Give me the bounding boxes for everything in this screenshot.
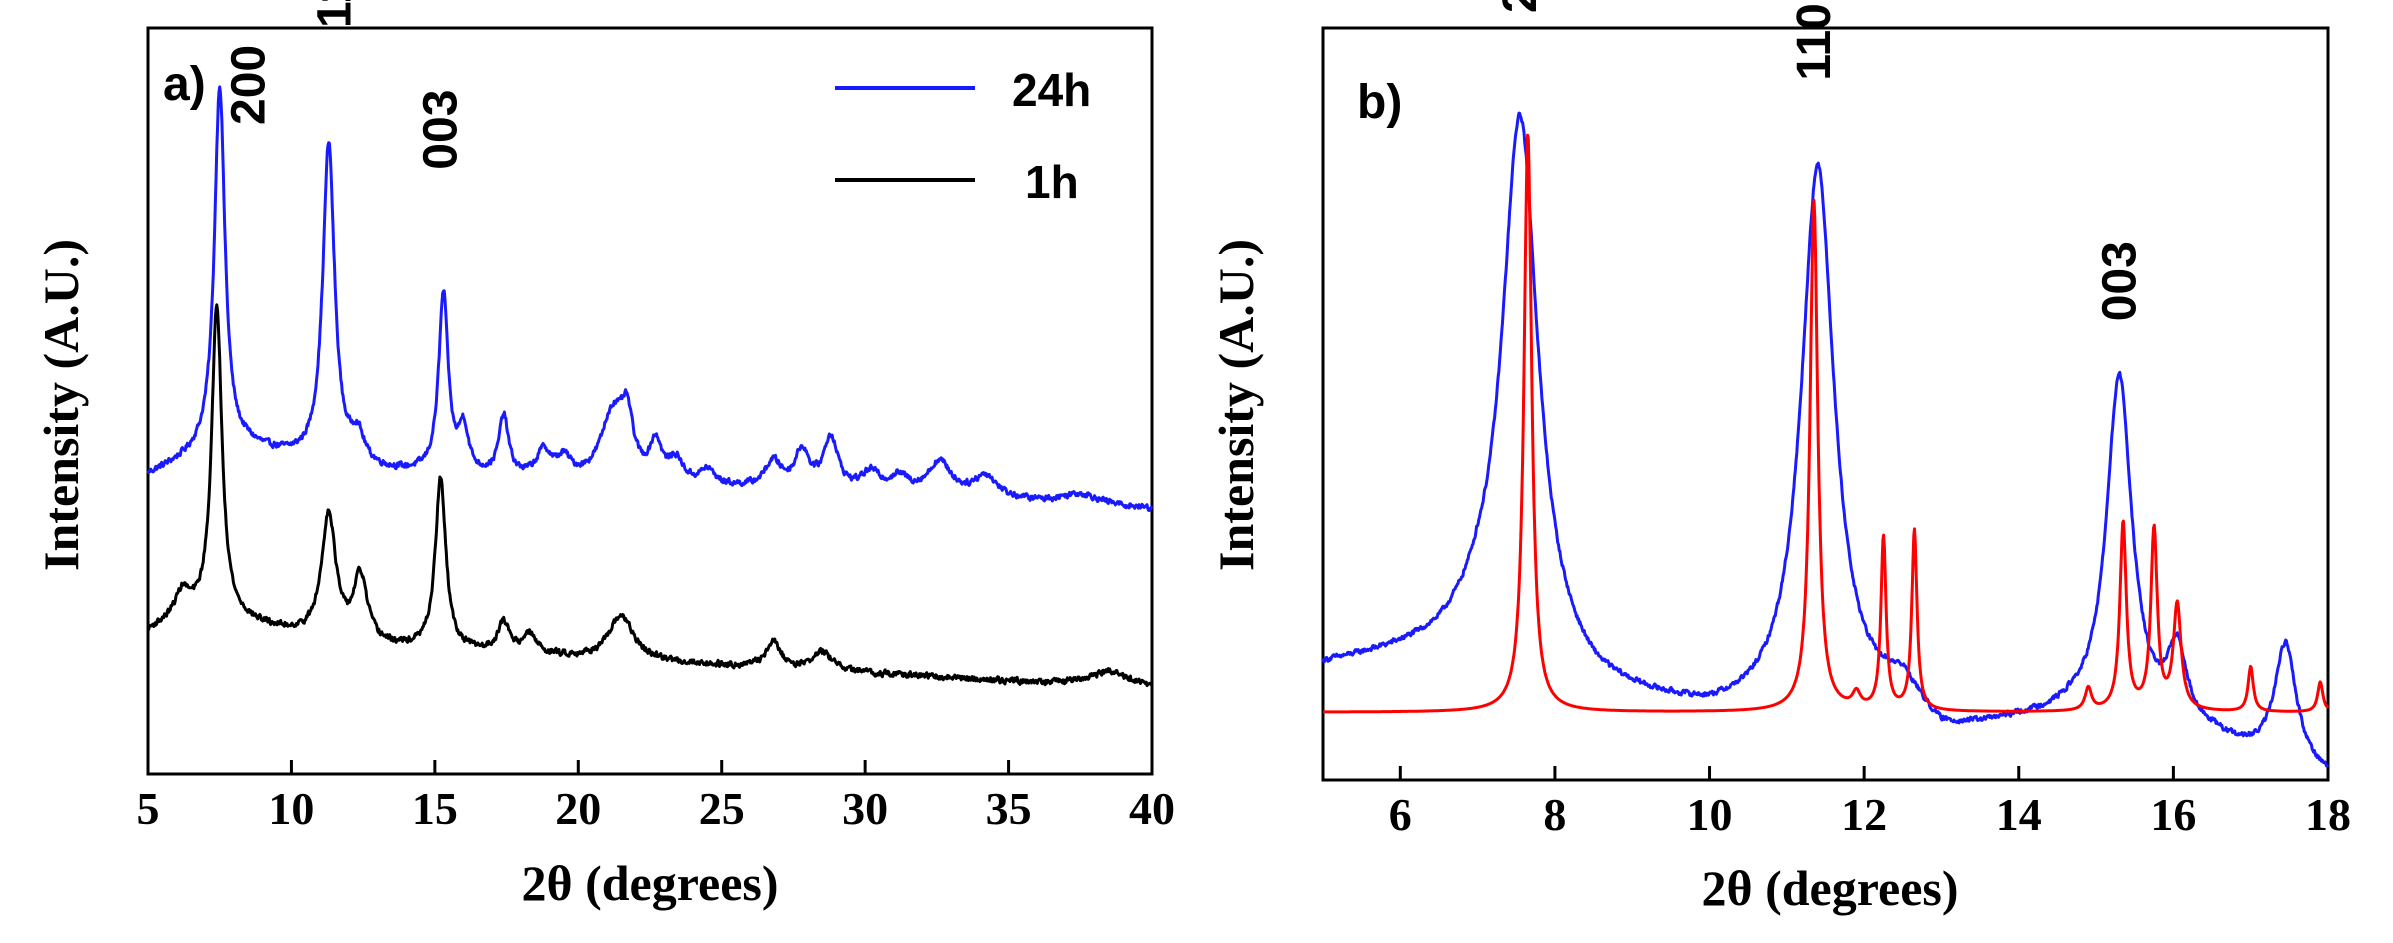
panel-a-frame	[146, 26, 1154, 776]
panel-b-x-axis-title: 2θ (degrees)	[1701, 860, 1958, 916]
peak-label-200: 200	[1494, 0, 1547, 13]
x-tick-label: 10	[1687, 789, 1733, 840]
panel-a-peak-labels: 200 110 003	[222, 0, 467, 170]
legend-24h-label: 24h	[1012, 64, 1091, 116]
series-line-1h	[146, 303, 1154, 688]
peak-label-200: 200	[222, 45, 275, 125]
x-tick-label: 15	[412, 783, 458, 834]
panel-b-peak-labels: 200 110 003	[1494, 0, 2146, 321]
panel-a-label: a)	[163, 58, 206, 111]
panel-b-label: b)	[1357, 76, 1402, 129]
x-tick-label: 40	[1129, 783, 1175, 834]
x-tick-label: 30	[842, 783, 888, 834]
peak-label-003: 003	[415, 90, 468, 170]
legend-1h-label: 1h	[1025, 156, 1079, 208]
peak-label-110: 110	[1788, 3, 1841, 80]
series-line-24h	[146, 85, 1154, 512]
panel-a-series-group	[146, 85, 1154, 688]
x-tick-label: 10	[268, 783, 314, 834]
peak-label-110: 110	[309, 0, 362, 28]
panel-a-y-axis-title: Intensity (A.U.)	[33, 239, 89, 571]
x-tick-label: 6	[1389, 789, 1412, 840]
panel-b-y-axis-title: Intensity (A.U.)	[1208, 239, 1264, 571]
panel-a-legend: 24h 1h	[835, 64, 1091, 208]
panel-b-series-group	[1321, 111, 2330, 768]
x-tick-label: 14	[1996, 789, 2042, 840]
panel-b-frame	[1321, 26, 2330, 782]
x-tick-label: 5	[137, 783, 160, 834]
panel-a-x-axis-title: 2θ (degrees)	[521, 855, 778, 911]
panel-a-chart: 5 10 15 20 25 30 35 40 200 110 003 a) 2θ (degrees…	[33, 0, 1175, 911]
x-tick-label: 16	[2150, 789, 2196, 840]
x-tick-label: 35	[986, 783, 1032, 834]
peak-label-003: 003	[2093, 241, 2146, 321]
panel-b-chart: 6 8 10 12 14 16 18 200 110 003 b) 2θ (degrees) I…	[1208, 0, 2351, 916]
x-tick-label: 20	[555, 783, 601, 834]
series-line-experimental	[1321, 111, 2330, 768]
x-tick-label: 18	[2305, 789, 2351, 840]
x-tick-label: 8	[1543, 789, 1566, 840]
panel-a-x-ticks: 5 10 15 20 25 30 35 40	[137, 760, 1175, 834]
panel-b-x-ticks: 6 8 10 12 14 16 18	[1389, 766, 2351, 840]
x-tick-label: 12	[1841, 789, 1887, 840]
x-tick-label: 25	[699, 783, 745, 834]
series-line-simulated	[1322, 133, 2330, 714]
